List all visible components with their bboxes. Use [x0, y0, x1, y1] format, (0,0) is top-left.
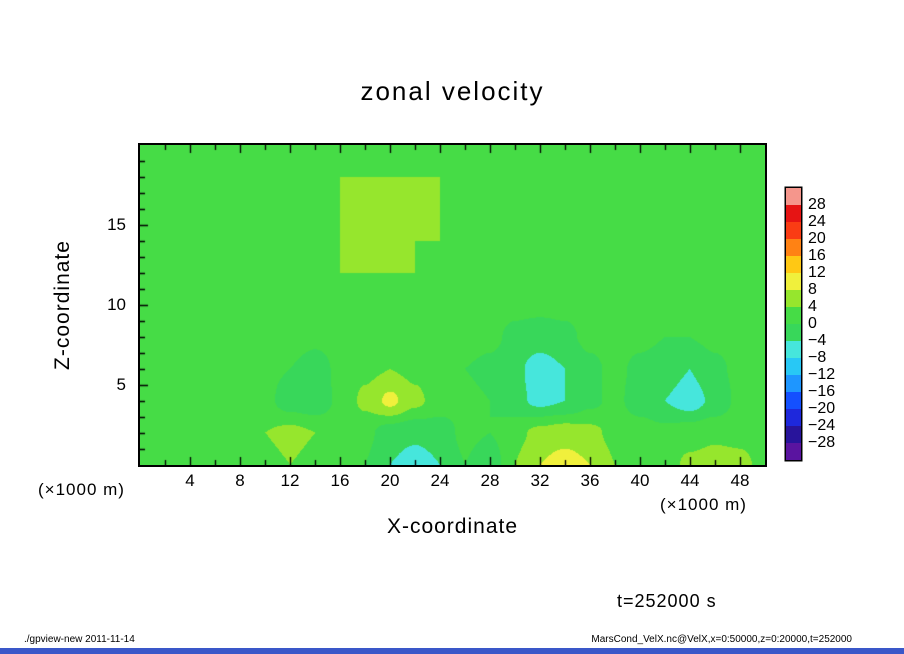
x-unit-label-left: (×1000 m) — [38, 480, 125, 499]
x-unit-label-right: (×1000 m) — [660, 495, 747, 514]
colorbar-tick-label: 28 — [808, 196, 826, 213]
footer-dataset: MarsCond_VelX.nc@VelX,x=0:50000,z=0:2000… — [591, 634, 852, 645]
time-annotation: t=252000 s — [617, 591, 717, 611]
y-axis-tick-labels: 5 10 15 — [88, 145, 132, 465]
colorbar-tick-label: −16 — [808, 383, 836, 400]
x-tick-label: 4 — [185, 471, 195, 490]
y-axis-label: Z-coordinate — [51, 240, 75, 370]
colorbar-swatches — [786, 188, 801, 460]
colorbar-segment — [786, 392, 801, 409]
colorbar-segment — [786, 375, 801, 392]
footer-command: ./gpview-new 2011-11-14 — [24, 634, 135, 645]
colorbar-tick-label: −8 — [808, 349, 827, 366]
colorbar-tick-label: −4 — [808, 332, 827, 349]
x-tick-label: 40 — [630, 471, 650, 490]
x-tick-label: 24 — [430, 471, 450, 490]
colorbar-segment — [786, 358, 801, 375]
y-tick-label: 5 — [116, 375, 126, 394]
colorbar-tick-label: 0 — [808, 315, 817, 332]
heatmap-canvas — [140, 145, 765, 465]
plot-area — [140, 145, 765, 465]
colorbar-segment — [786, 341, 801, 358]
x-axis-tick-labels: 4 8 12 16 20 24 28 32 36 40 44 48 — [140, 471, 765, 493]
colorbar-tick-label: 8 — [808, 281, 817, 298]
colorbar-segment — [786, 290, 801, 307]
x-tick-label: 44 — [680, 471, 700, 490]
colorbar-segment — [786, 443, 801, 460]
colorbar-tick-label: 24 — [808, 213, 826, 230]
colorbar-tick-label: −28 — [808, 434, 836, 451]
colorbar-tick-label: 20 — [808, 230, 826, 247]
colorbar-segment — [786, 426, 801, 443]
colorbar-segment — [786, 188, 801, 205]
colorbar-segment — [786, 307, 801, 324]
colorbar-segment — [786, 409, 801, 426]
y-tick-label: 10 — [107, 295, 126, 314]
x-tick-label: 12 — [280, 471, 300, 490]
x-tick-label: 36 — [580, 471, 600, 490]
x-tick-label: 16 — [330, 471, 350, 490]
colorbar-segment — [786, 239, 801, 256]
x-axis-label: X-coordinate — [386, 515, 519, 538]
x-tick-label: 28 — [480, 471, 500, 490]
figure-title: zonal velocity — [360, 76, 545, 106]
x-tick-label: 20 — [380, 471, 400, 490]
colorbar-tick-label: 4 — [808, 298, 817, 315]
x-tick-label: 48 — [730, 471, 750, 490]
colorbar-tick-label: 16 — [808, 247, 826, 264]
colorbar-tick-label: 12 — [808, 264, 826, 281]
colorbar-segment — [786, 256, 801, 273]
colorbar-segment — [786, 205, 801, 222]
colorbar-tick-label: −24 — [808, 417, 836, 434]
y-axis-label-wrap: Z-coordinate — [42, 145, 84, 465]
colorbar-segment — [786, 273, 801, 290]
y-tick-label: 15 — [107, 215, 126, 234]
colorbar-labels: 28 24 20 16 12 8 4 0 −4 −8 −12 −16 −20 −24 −28 — [808, 188, 852, 460]
colorbar-tick-label: −20 — [808, 400, 836, 417]
x-tick-label: 8 — [235, 471, 245, 490]
colorbar-tick-label: −12 — [808, 366, 836, 383]
colorbar-segment — [786, 222, 801, 239]
window-bottom-bar — [0, 648, 904, 654]
x-tick-label: 32 — [530, 471, 550, 490]
colorbar-segment — [786, 324, 801, 341]
